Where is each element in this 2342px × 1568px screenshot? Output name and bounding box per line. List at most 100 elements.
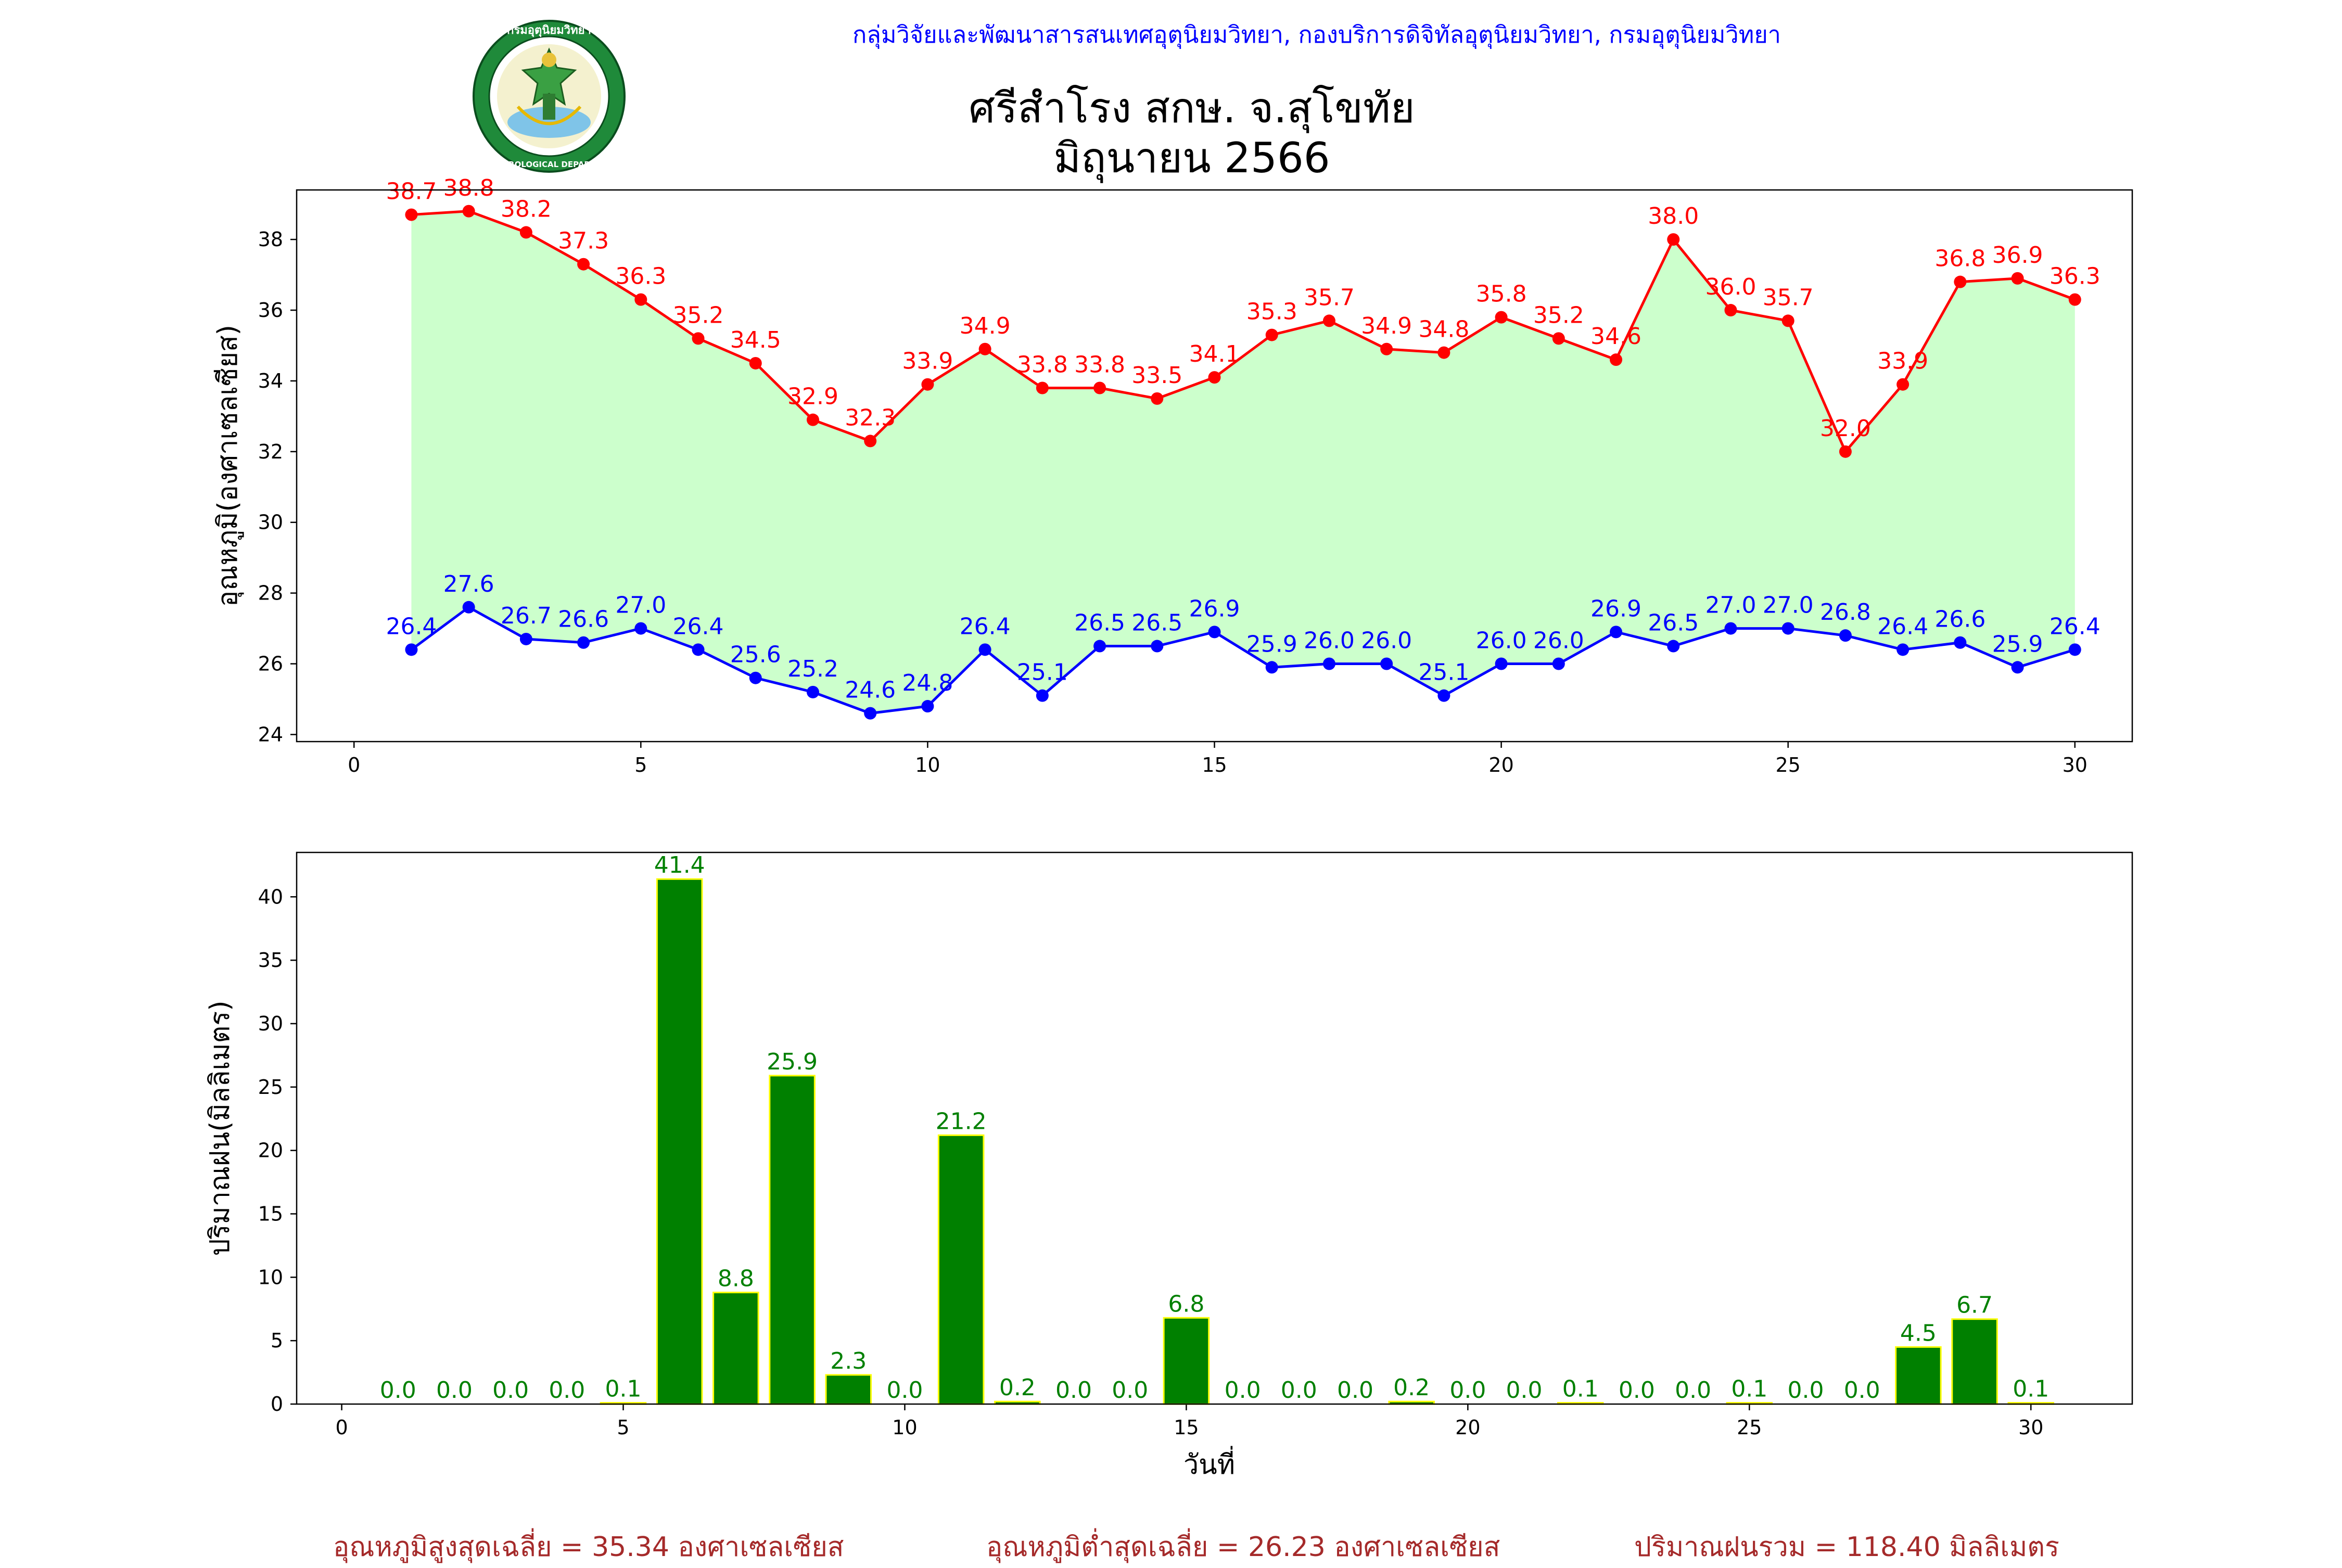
min-temp-data-label: 26.5 [1131, 610, 1182, 636]
max-temp-data-label: 35.8 [1476, 281, 1527, 308]
min-temp-point [405, 643, 418, 656]
min-temp-point [1610, 626, 1623, 639]
rain-ytick-label: 35 [258, 949, 283, 972]
min-temp-point [1380, 657, 1393, 670]
rain-ylabel: ปริมาณฝน(มิลลิเมตร) [205, 1000, 236, 1256]
min-temp-data-label: 25.9 [1992, 631, 2043, 657]
max-temp-point [978, 342, 991, 355]
max-temp-point [1610, 353, 1623, 366]
max-temp-data-label: 35.2 [673, 302, 724, 328]
min-temp-data-label: 27.6 [443, 571, 494, 597]
min-temp-line [410, 605, 2076, 715]
max-temp-point [864, 435, 877, 448]
min-temp-data-label: 27.0 [1705, 592, 1756, 619]
avg-min-temp-text: อุณหภูมิต่ำสุดเฉลี่ย = 26.23 องศาเซลเซีย… [986, 1532, 1500, 1563]
title-period: มิถุนายน 2566 [1053, 134, 1330, 182]
max-temp-point [1495, 311, 1508, 324]
rain-data-label: 0.1 [1731, 1376, 1767, 1403]
rain-data-label: 0.0 [1281, 1377, 1317, 1404]
min-temp-data-label: 26.6 [1934, 606, 1985, 633]
page-title: ศรีสำโรง สกษ. จ.สุโขทัย มิถุนายน 2566 [0, 83, 2342, 183]
min-temp-point [634, 622, 647, 635]
rain-xtick-label: 20 [1455, 1416, 1480, 1439]
min-temp-point [1552, 657, 1565, 670]
rain-data-label: 0.0 [1337, 1377, 1373, 1404]
max-temp-data-label: 32.0 [1820, 415, 1871, 442]
rain-data-label: 0.0 [1225, 1377, 1261, 1404]
min-temp-point [978, 643, 991, 656]
rain-bar [769, 1075, 816, 1405]
max-temp-point [1839, 445, 1852, 458]
avg-max-temp-text: อุณหภูมิสูงสุดเฉลี่ย = 35.34 องศาเซลเซีย… [333, 1532, 844, 1563]
rain-data-label: 0.1 [1562, 1376, 1599, 1403]
max-temp-point [806, 413, 819, 426]
max-temp-point [577, 258, 590, 271]
min-temp-data-label: 26.4 [1877, 613, 1928, 640]
rain-xtick-label: 15 [1174, 1416, 1199, 1439]
max-temp-data-label: 34.5 [730, 327, 781, 353]
min-temp-data-label: 25.1 [1418, 659, 1469, 686]
max-temp-point [1208, 371, 1221, 384]
max-temp-point [1667, 233, 1680, 246]
rain-bar [1951, 1318, 1998, 1405]
rainfall-chart: 0 5 10 15 20 25 30 0 5 10 15 20 25 30 35 40 ปริมาณฝน(มิล… [205, 851, 2133, 1481]
max-temp-data-label: 35.7 [1763, 284, 1814, 311]
max-temp-data-label: 33.5 [1131, 362, 1182, 389]
max-temp-point [1265, 328, 1278, 341]
rain-data-label: 0.1 [605, 1376, 642, 1403]
max-temp-point [1151, 392, 1164, 405]
min-temp-data-label: 26.0 [1304, 628, 1355, 654]
rain-ytick-label: 30 [258, 1012, 283, 1035]
min-temp-data-label: 26.8 [1820, 599, 1871, 626]
min-temp-point [1437, 689, 1450, 702]
min-temp-data-label: 25.1 [1017, 659, 1068, 686]
max-temp-data-label: 32.3 [845, 404, 896, 431]
temp-xtick-label: 10 [915, 754, 940, 776]
temp-ytick-label: 36 [258, 299, 283, 322]
min-temp-point [1896, 643, 1910, 656]
max-temp-point [1322, 314, 1335, 327]
rain-data-label: 0.0 [886, 1377, 923, 1404]
temp-ytick-label: 24 [258, 723, 283, 746]
rain-bar [656, 878, 703, 1405]
logo-top-text: กรมอุตุนิยมวิทยา [507, 24, 591, 37]
min-temp-data-label: 25.9 [1246, 631, 1297, 657]
temp-ytick-label: 28 [258, 582, 283, 605]
min-temp-data-label: 27.0 [615, 592, 666, 619]
max-temp-data-label: 34.9 [1361, 313, 1412, 339]
min-temp-point [1724, 622, 1737, 635]
rain-data-label: 0.0 [436, 1377, 473, 1404]
rain-data-label: 4.5 [1900, 1320, 1937, 1346]
max-temp-data-label: 38.7 [386, 179, 437, 205]
max-temp-data-label: 34.9 [960, 313, 1011, 339]
temp-ylabel: อุณหภูมิ(องศาเซลเซียส) [212, 325, 244, 607]
rain-data-label: 0.0 [1619, 1377, 1655, 1404]
rain-data-label: 0.0 [1449, 1377, 1486, 1404]
rain-data-label: 2.3 [830, 1348, 867, 1374]
max-temp-point [634, 293, 647, 306]
min-temp-point [1151, 640, 1164, 653]
min-temp-data-label: 26.0 [1533, 628, 1584, 654]
max-temp-point [692, 332, 705, 345]
max-temp-data-label: 34.1 [1189, 341, 1240, 367]
rain-data-label: 41.4 [654, 852, 705, 878]
max-temp-data-label: 32.9 [787, 384, 838, 410]
min-temp-point [864, 707, 877, 720]
max-temp-data-label: 38.8 [443, 175, 494, 201]
rain-data-label: 6.7 [1956, 1292, 1993, 1319]
max-temp-data-label: 37.3 [558, 228, 609, 254]
max-temp-point [1036, 381, 1049, 394]
min-temp-data-label: 24.6 [845, 677, 896, 704]
meteorological-department-logo: กรมอุตุนิยมวิทยา METEOROLOGICAL DEPARTME… [473, 20, 626, 173]
max-temp-line [411, 210, 2076, 454]
min-temp-point [2011, 661, 2024, 674]
min-temp-data-label: 24.8 [902, 670, 953, 696]
min-temp-data-label: 26.5 [1074, 610, 1125, 636]
max-temp-point [1954, 275, 1967, 288]
rain-plot-frame [296, 851, 2133, 1405]
max-temp-data-label: 35.2 [1533, 302, 1584, 328]
max-temp-point [749, 356, 762, 369]
temp-fill-between [411, 211, 2075, 713]
max-temp-data-label: 33.8 [1017, 352, 1068, 378]
